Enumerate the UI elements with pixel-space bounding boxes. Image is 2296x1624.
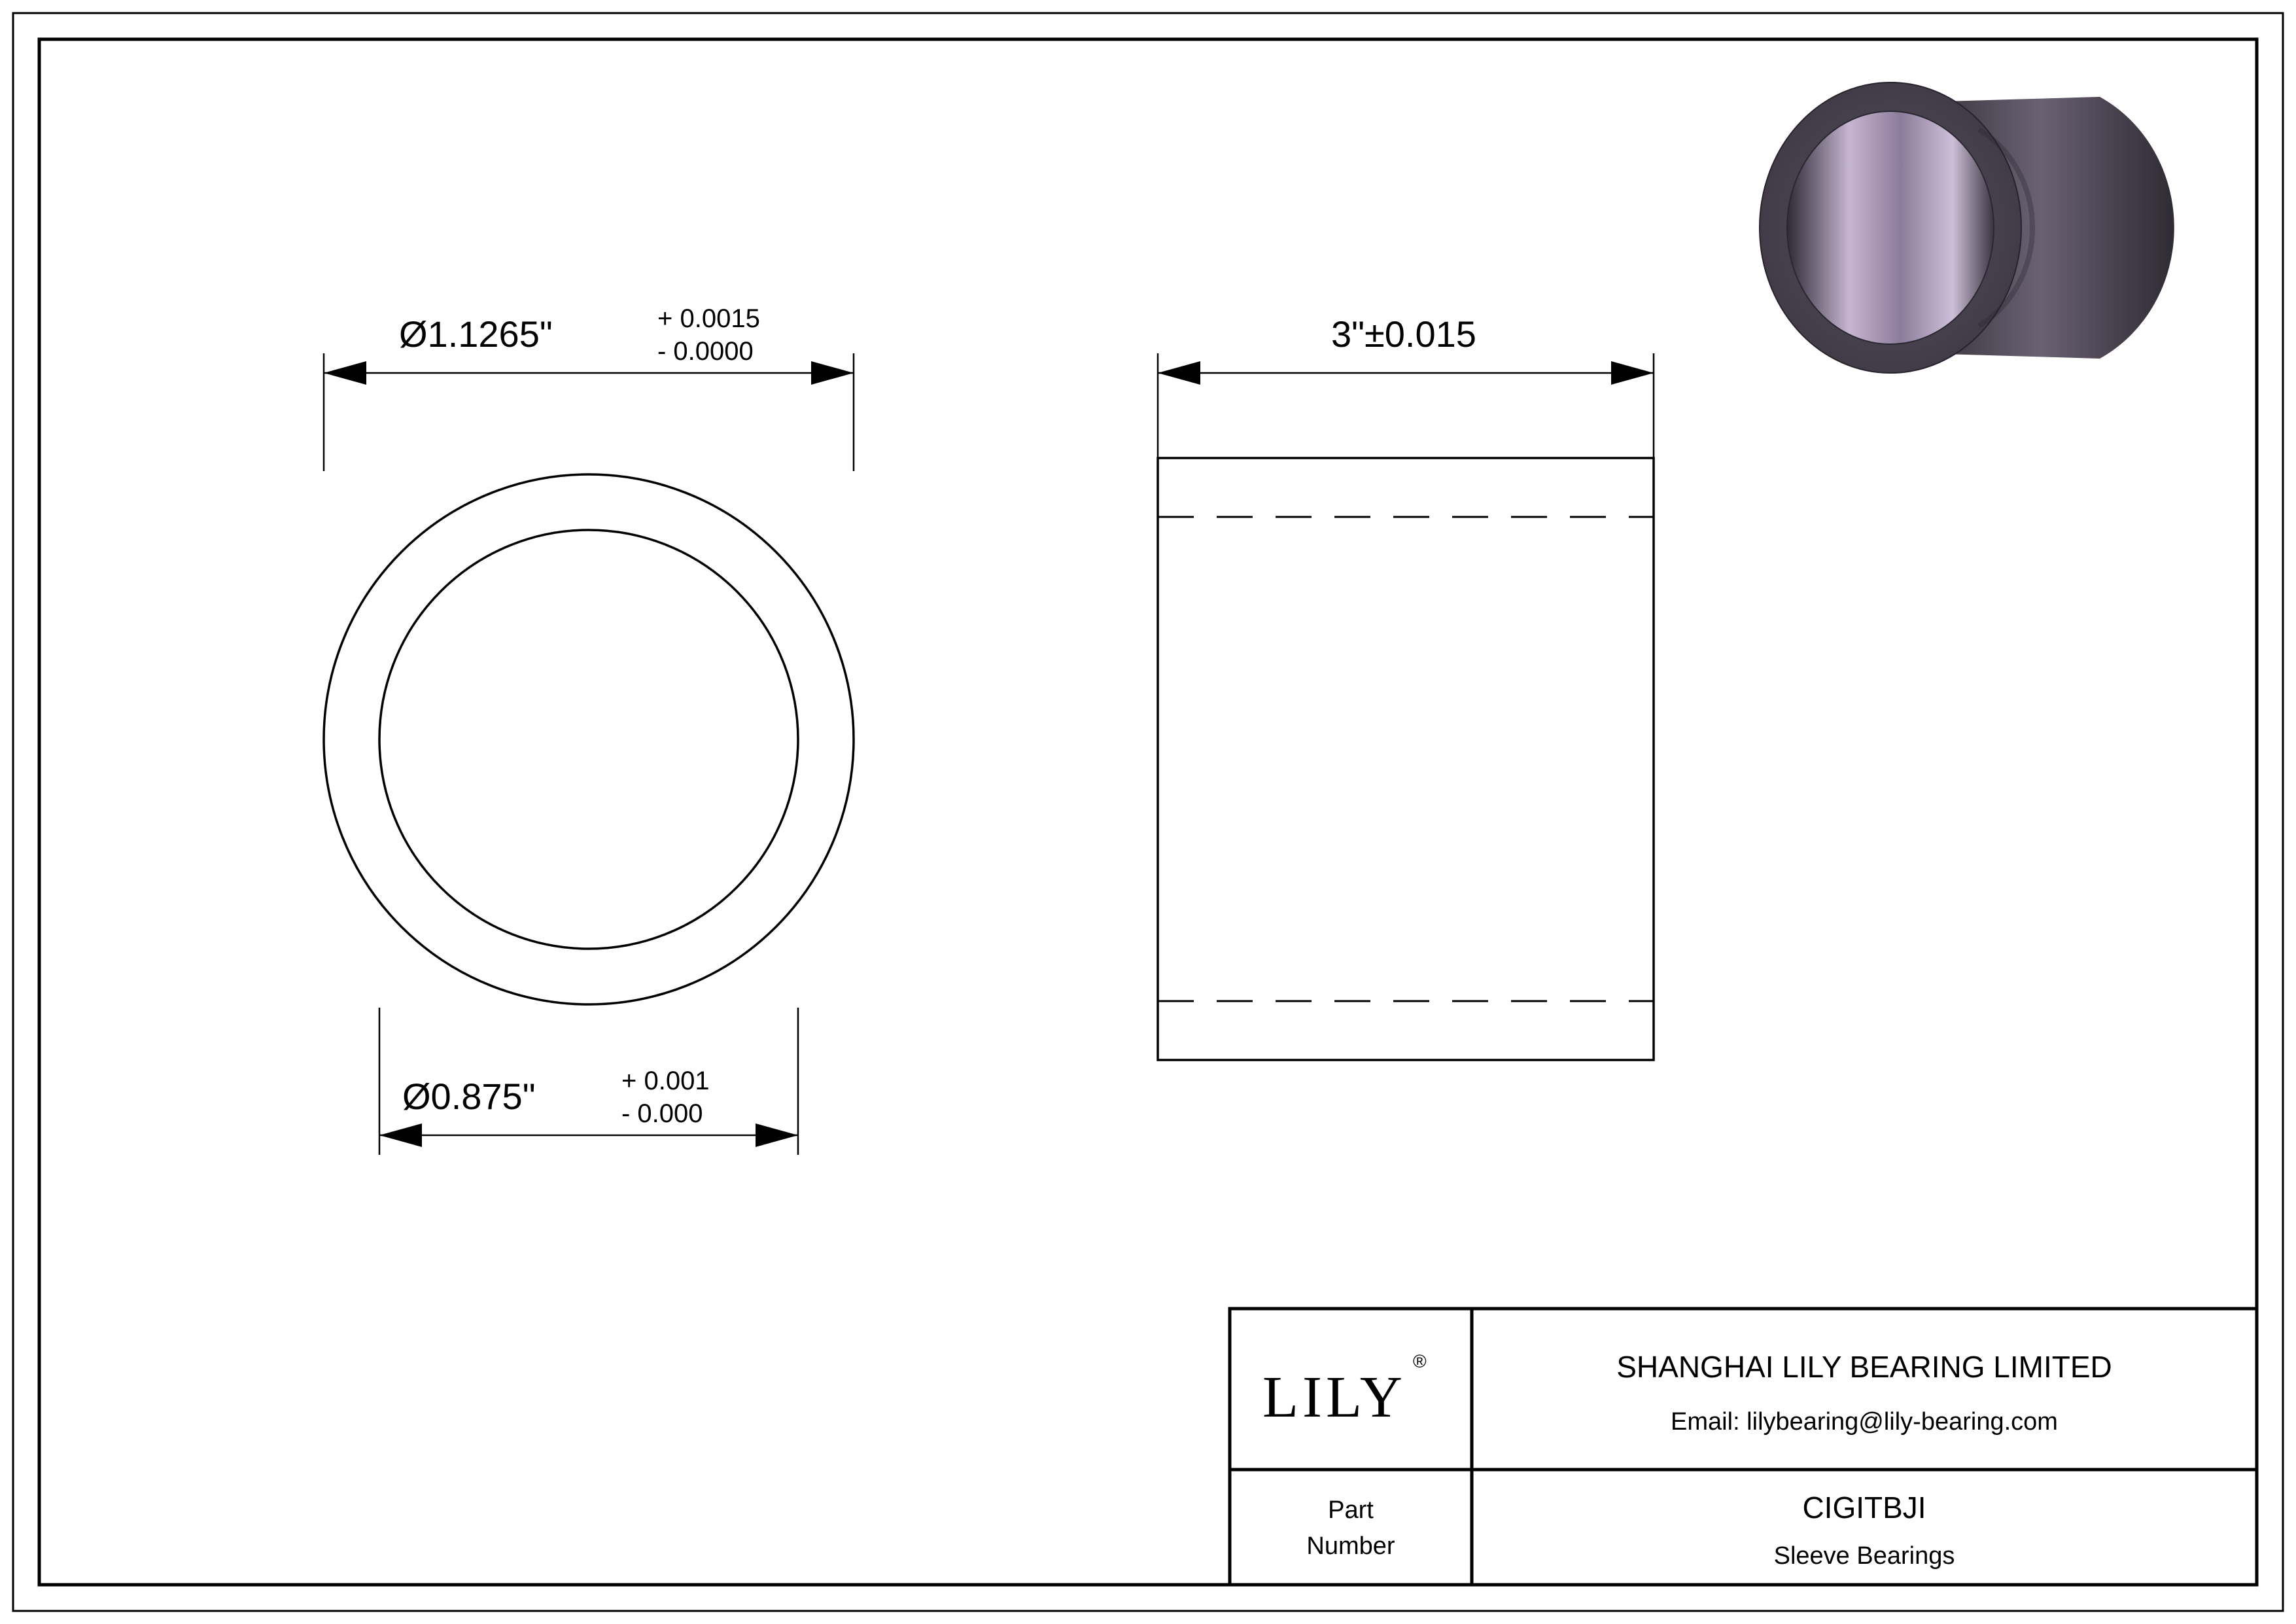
part-number-value: CIGITBJI [1802,1491,1926,1525]
dim-outer-diameter: Ø1.1265" + 0.0015 - 0.0000 [324,304,854,471]
part-number-label-1: Part [1328,1496,1374,1524]
part-number-label-2: Number [1306,1532,1395,1560]
product-name: Sleeve Bearings [1774,1542,1955,1570]
inner-diameter-circle [379,530,798,949]
dim-outer-tol-minus: - 0.0000 [657,337,754,366]
side-outline [1158,458,1654,1060]
isometric-render [1760,82,2174,373]
dim-length-value: 3"±0.015 [1331,313,1476,355]
dim-outer-value: Ø1.1265" [399,313,553,355]
side-view [1158,458,1654,1060]
registered-mark: ® [1413,1351,1427,1371]
outer-diameter-circle [324,474,854,1004]
engineering-drawing: Ø1.1265" + 0.0015 - 0.0000 Ø0.875" + 0.0… [0,0,2296,1624]
logo-text: LILY [1262,1365,1406,1430]
dim-length: 3"±0.015 [1158,313,1654,458]
dim-inner-tol-plus: + 0.001 [621,1067,710,1095]
front-view [324,474,854,1004]
dim-outer-tol-plus: + 0.0015 [657,304,760,333]
dim-inner-value: Ø0.875" [402,1076,536,1117]
dim-inner-tol-minus: - 0.000 [621,1099,703,1128]
dim-inner-diameter: Ø0.875" + 0.001 - 0.000 [379,1008,798,1155]
company-name: SHANGHAI LILY BEARING LIMITED [1616,1350,2112,1384]
company-email: Email: lilybearing@lily-bearing.com [1671,1408,2058,1436]
title-block: LILY ® SHANGHAI LILY BEARING LIMITED Ema… [1230,1309,2257,1585]
